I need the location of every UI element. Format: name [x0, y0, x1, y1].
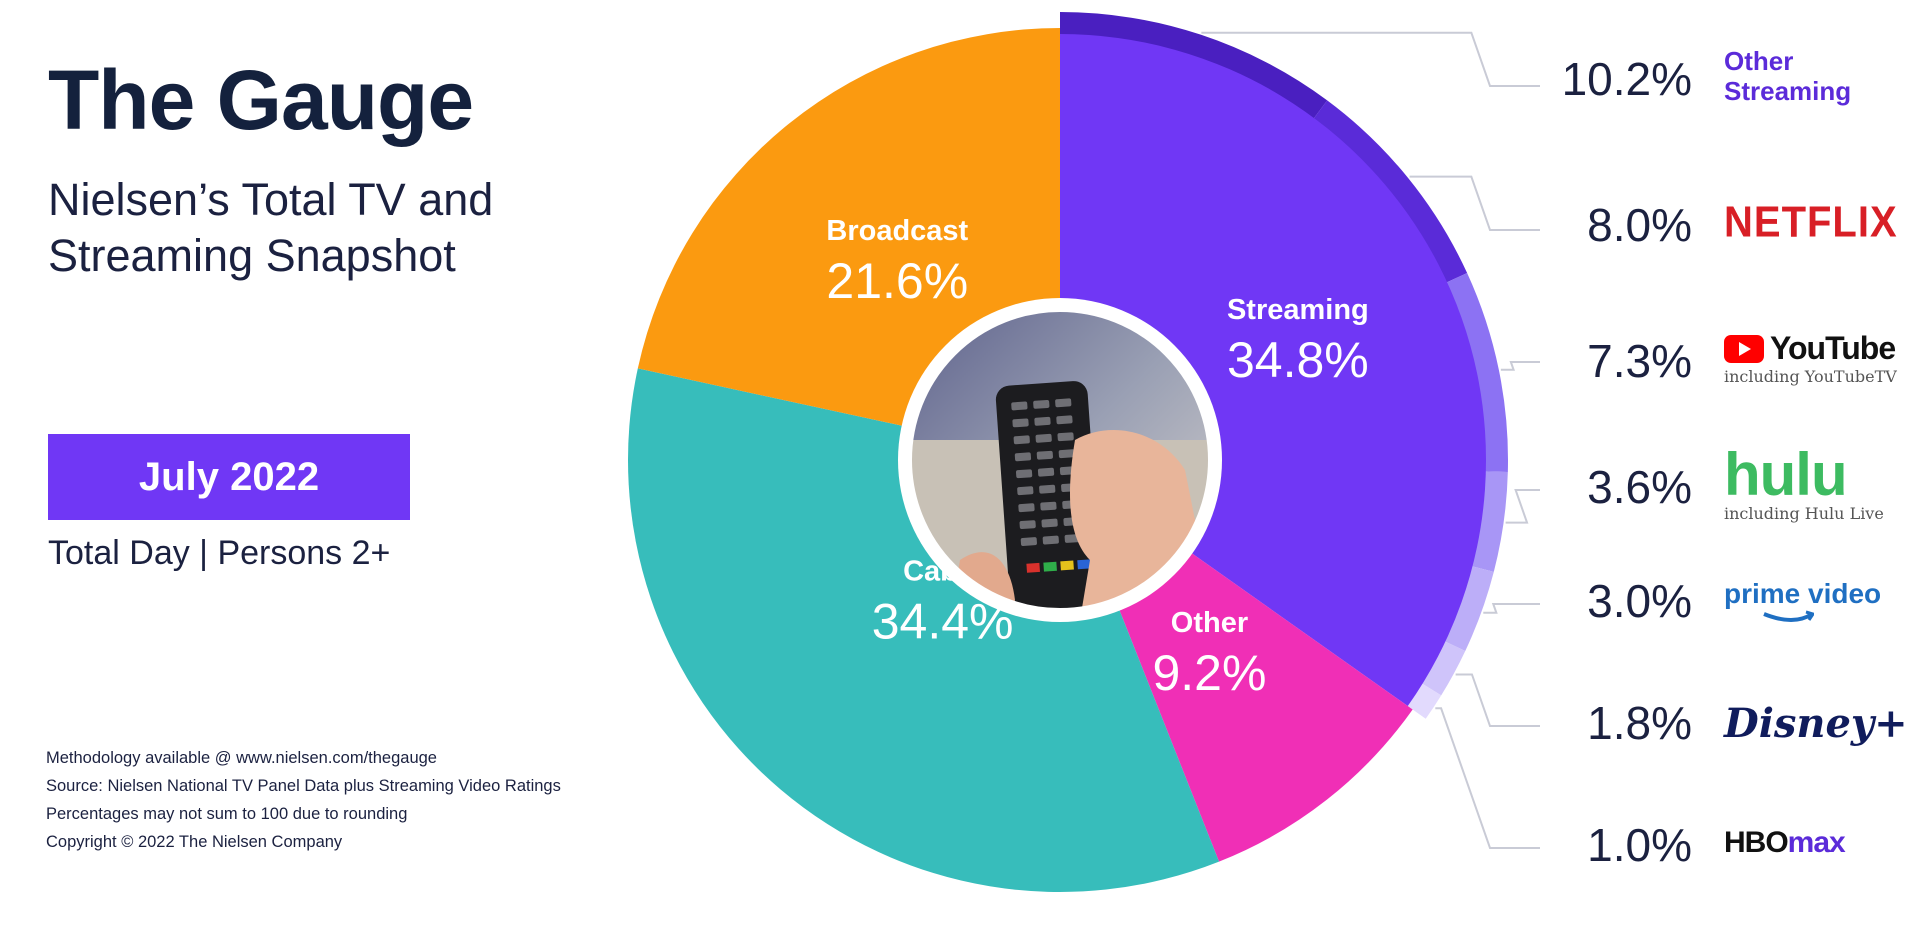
remote-button	[1041, 518, 1058, 528]
remote-button	[1058, 449, 1075, 459]
remote-button	[1039, 484, 1056, 494]
remote-button	[1057, 432, 1074, 442]
remote-button	[1036, 450, 1053, 460]
hbo-logo-text: HBO	[1724, 826, 1789, 859]
leader-line	[1455, 673, 1540, 727]
slice-label-other: Other	[1171, 607, 1248, 639]
remote-button	[1037, 467, 1055, 477]
remote-button	[1020, 537, 1037, 546]
ring-segment-other-streaming	[1060, 12, 1328, 120]
hulu-logo-icon: hulu	[1724, 441, 1848, 508]
leader-line	[1201, 31, 1540, 87]
leader-line	[1483, 603, 1540, 614]
brand-other-streaming: Other Streaming	[1724, 46, 1852, 106]
pct-hbo-max: 1.0%	[1587, 819, 1692, 871]
leader-line	[1500, 361, 1540, 371]
ring-segment-hbo-max	[1406, 682, 1442, 719]
ring-segment-disney-	[1420, 640, 1466, 696]
remote-button	[1017, 486, 1034, 496]
remote-button	[1034, 416, 1051, 426]
slice-streaming	[1060, 34, 1486, 707]
remote-button	[1040, 501, 1057, 511]
leader-lines	[1201, 31, 1540, 849]
pct-netflix: 8.0%	[1587, 199, 1692, 251]
hbo-max-logo-icon: HBOmax	[1724, 826, 1846, 860]
page-subtitle: Nielsen’s Total TV and Streaming Snapsho…	[48, 174, 494, 281]
netflix-logo-icon: NETFLIX	[1724, 198, 1898, 247]
prime-video-brand: prime video	[1724, 578, 1881, 631]
leader-line	[1435, 707, 1540, 849]
prime-smile-icon	[1763, 610, 1816, 622]
slice-label-broadcast: Broadcast	[826, 215, 968, 247]
leader-line	[1409, 175, 1540, 231]
footnote-methodology: Methodology available @ www.nielsen.com/…	[46, 749, 437, 767]
pct-other-streaming: 10.2%	[1561, 53, 1692, 105]
hulu-brand: hulu including Hulu Live	[1724, 441, 1884, 524]
remote-button	[1013, 435, 1030, 445]
slice-value-streaming: 34.8%	[1227, 332, 1369, 388]
remote-button	[1042, 535, 1059, 545]
remote-button	[1056, 415, 1073, 425]
youtube-logo-text: YouTube	[1770, 330, 1896, 366]
pie-slices	[628, 28, 1486, 892]
remote-button	[1033, 399, 1050, 409]
slice-value-other: 9.2%	[1152, 645, 1266, 701]
remote-button	[1015, 469, 1033, 479]
slice-value-broadcast: 21.6%	[826, 253, 968, 309]
pct-prime-video: 3.0%	[1587, 575, 1692, 627]
youtube-sub-label: including YouTubeTV	[1724, 367, 1897, 386]
pct-disney-plus: 1.8%	[1587, 697, 1692, 749]
footnotes: Methodology available @ www.nielsen.com/…	[46, 744, 561, 856]
max-logo-text: max	[1787, 826, 1846, 859]
pct-youtube: 7.3%	[1587, 335, 1692, 387]
prime-video-logo-icon: prime video	[1724, 578, 1882, 609]
ring-segment-hulu	[1470, 471, 1508, 572]
footnote-source: Source: Nielsen National TV Panel Data p…	[46, 777, 561, 795]
ring-segment-prime-video	[1443, 565, 1494, 651]
footnote-copyright: Copyright © 2022 The Nielsen Company	[46, 833, 343, 851]
page-title: The Gauge	[48, 53, 474, 147]
remote-button	[1014, 452, 1032, 462]
pct-hulu: 3.6%	[1587, 461, 1692, 513]
remote-button	[1011, 401, 1028, 411]
slice-label-streaming: Streaming	[1227, 294, 1369, 326]
remote-button	[1018, 503, 1035, 513]
remote-button	[1035, 433, 1052, 443]
remote-button	[1012, 418, 1029, 428]
youtube-brand: YouTube including YouTubeTV	[1724, 330, 1897, 386]
audience-label: Total Day | Persons 2+	[48, 534, 391, 572]
remote-button	[1019, 520, 1036, 530]
date-badge: July 2022	[48, 434, 410, 520]
center-photo	[898, 298, 1222, 622]
youtube-play-icon	[1724, 334, 1764, 363]
disney-plus-logo-icon: Disney+	[1724, 700, 1908, 747]
hulu-sub-label: including Hulu Live	[1724, 504, 1884, 523]
leader-line	[1505, 489, 1540, 524]
footnote-rounding: Percentages may not sum to 100 due to ro…	[46, 805, 408, 823]
remote-button	[1055, 398, 1072, 408]
